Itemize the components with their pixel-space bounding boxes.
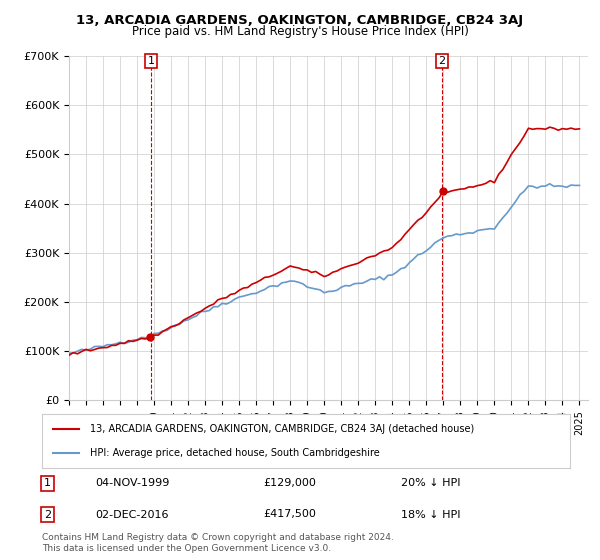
- Text: 1: 1: [148, 56, 155, 66]
- Text: Contains HM Land Registry data © Crown copyright and database right 2024.
This d: Contains HM Land Registry data © Crown c…: [42, 533, 394, 553]
- Text: 13, ARCADIA GARDENS, OAKINGTON, CAMBRIDGE, CB24 3AJ (detached house): 13, ARCADIA GARDENS, OAKINGTON, CAMBRIDG…: [89, 424, 474, 434]
- Text: 13, ARCADIA GARDENS, OAKINGTON, CAMBRIDGE, CB24 3AJ: 13, ARCADIA GARDENS, OAKINGTON, CAMBRIDG…: [76, 14, 524, 27]
- Text: Price paid vs. HM Land Registry's House Price Index (HPI): Price paid vs. HM Land Registry's House …: [131, 25, 469, 38]
- Text: 04-NOV-1999: 04-NOV-1999: [95, 478, 169, 488]
- Text: HPI: Average price, detached house, South Cambridgeshire: HPI: Average price, detached house, Sout…: [89, 448, 379, 458]
- Text: 02-DEC-2016: 02-DEC-2016: [95, 510, 168, 520]
- Text: £129,000: £129,000: [264, 478, 317, 488]
- Text: 18% ↓ HPI: 18% ↓ HPI: [401, 510, 461, 520]
- Text: 2: 2: [439, 56, 446, 66]
- Text: 20% ↓ HPI: 20% ↓ HPI: [401, 478, 461, 488]
- Text: 1: 1: [44, 478, 51, 488]
- Text: £417,500: £417,500: [264, 510, 317, 520]
- Text: 2: 2: [44, 510, 51, 520]
